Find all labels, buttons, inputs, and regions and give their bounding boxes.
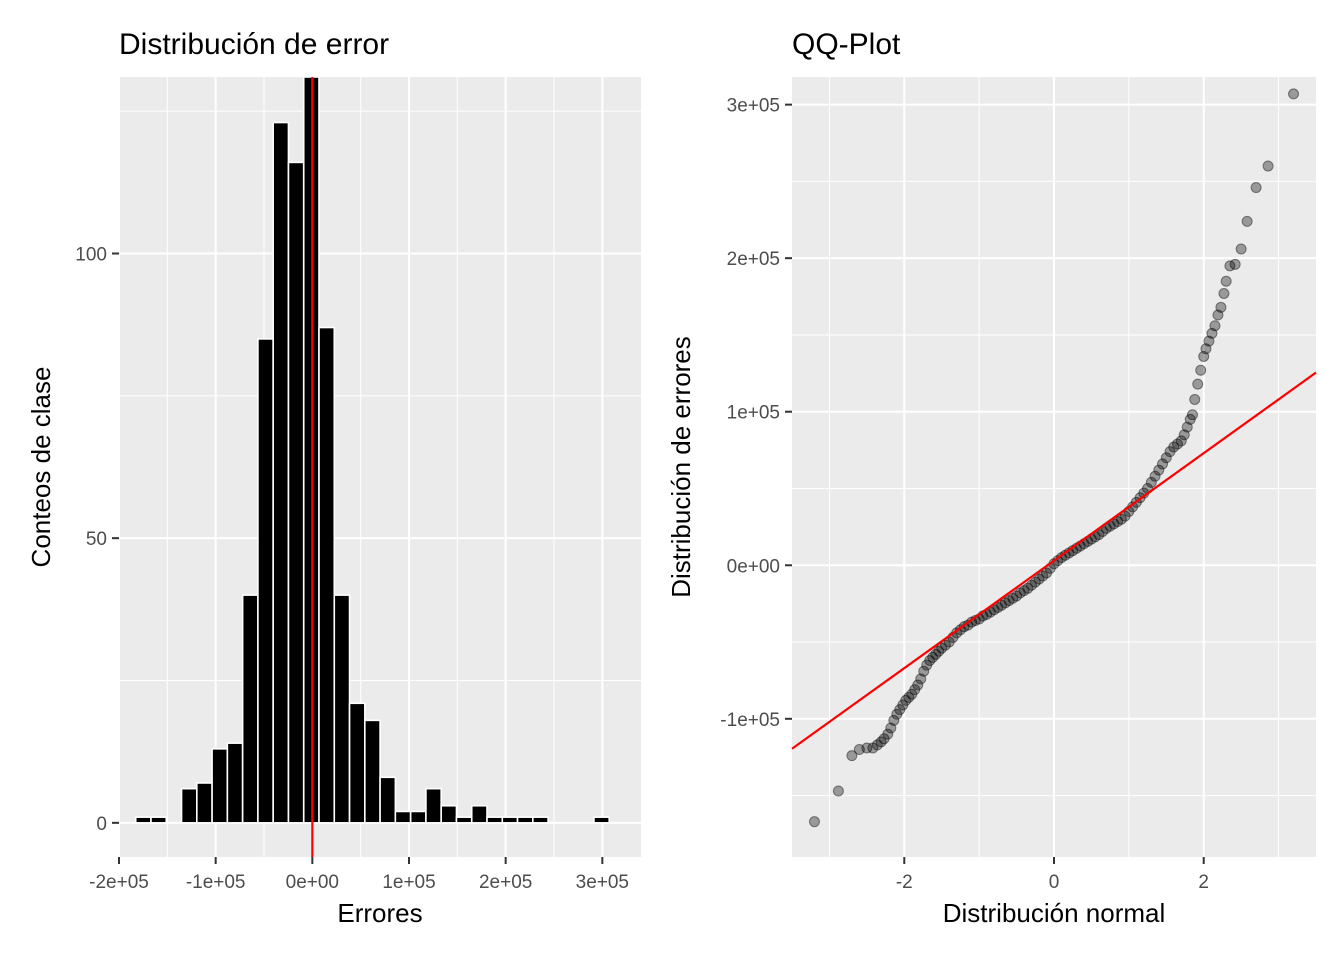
histogram-bar	[243, 595, 258, 823]
qq-point	[1219, 288, 1229, 298]
histogram-bar	[441, 806, 456, 823]
qq-plot-title: QQ-Plot	[792, 28, 901, 61]
x-tick-label: 0	[1049, 872, 1060, 893]
qq-point	[1190, 394, 1200, 404]
qq-point	[1221, 276, 1231, 286]
x-tick-label: 3e+05	[576, 872, 629, 893]
histogram-bar	[273, 123, 288, 823]
histogram-y-axis-title: Conteos de clase	[26, 367, 56, 568]
y-tick-label: 100	[75, 244, 107, 265]
histogram-bar	[456, 817, 471, 823]
x-tick-label: 1e+05	[382, 872, 435, 893]
histogram-bar	[502, 817, 517, 823]
histogram-bar	[411, 811, 426, 822]
histogram-bar	[380, 777, 395, 823]
histogram-bar	[182, 789, 197, 823]
x-tick-label: 2e+05	[479, 872, 532, 893]
qq-point	[1187, 410, 1197, 420]
y-tick-label: 0	[96, 814, 107, 835]
qq-point	[1242, 216, 1252, 226]
y-tick-label: 2e+05	[727, 249, 780, 270]
x-tick-label: -1e+05	[186, 872, 246, 893]
qq-point	[1289, 89, 1299, 99]
qq-point	[1230, 259, 1240, 269]
histogram-chart: Distribución de error -2e+05 -1e+05 0e+00 1…	[26, 28, 641, 928]
qq-point	[1196, 365, 1206, 375]
y-tick-label: -1e+05	[720, 710, 780, 731]
histogram-bar	[197, 783, 212, 823]
qq-plot-y-axis-title: Distribución de errores	[666, 336, 696, 598]
qq-point	[1193, 379, 1203, 389]
qq-point	[1216, 302, 1226, 312]
y-tick-label: 1e+05	[727, 403, 780, 424]
qq-plot-x-axis-title: Distribución normal	[943, 898, 1166, 928]
x-tick-label: 0e+00	[286, 872, 339, 893]
histogram-bar	[487, 817, 502, 823]
histogram-bar	[518, 817, 533, 823]
qq-point	[1263, 161, 1273, 171]
histogram-bar	[258, 339, 273, 823]
histogram-bar	[136, 817, 151, 823]
histogram-bar	[365, 720, 380, 822]
histogram-title: Distribución de error	[119, 28, 389, 61]
histogram-bar	[472, 806, 487, 823]
histogram-bar	[288, 162, 303, 822]
qq-point	[1236, 244, 1246, 254]
x-tick-label: -2e+05	[89, 872, 149, 893]
histogram-bar	[426, 789, 441, 823]
qq-point	[1251, 183, 1261, 193]
qq-point	[833, 786, 843, 796]
y-tick-label: 0e+00	[727, 556, 780, 577]
histogram-bar	[212, 749, 227, 823]
x-tick-label: 2	[1198, 872, 1209, 893]
y-tick-label: 3e+05	[727, 96, 780, 117]
histogram-bar	[395, 811, 410, 822]
histogram-bar	[334, 595, 349, 823]
histogram-bar	[319, 328, 334, 823]
qq-plot-chart: QQ-Plot -2 0 2 -1e+05 0e+00 1e+05 2e+05 3e+05 D…	[666, 28, 1316, 928]
histogram-bar	[350, 703, 365, 823]
histogram-bar	[151, 817, 166, 823]
x-tick-label: -2	[896, 872, 913, 893]
histogram-x-axis-title: Errores	[337, 898, 422, 928]
histogram-bar	[227, 743, 242, 823]
qq-point	[809, 817, 819, 827]
qq-point	[1210, 321, 1220, 331]
y-tick-label: 50	[86, 529, 107, 550]
histogram-bar	[533, 817, 548, 823]
histogram-bar	[594, 817, 609, 823]
